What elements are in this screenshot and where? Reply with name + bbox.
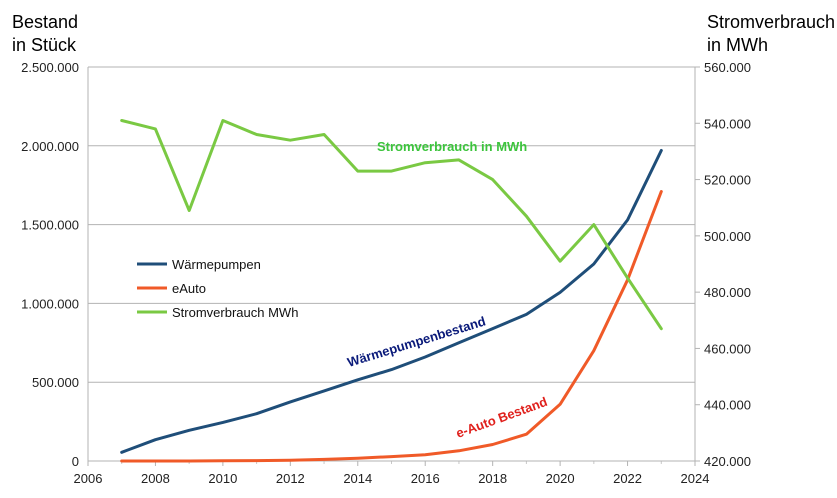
x-tick-label: 2020 (546, 471, 575, 486)
legend-label: Wärmepumpen (172, 257, 261, 272)
annotations: Stromverbrauch in MWh Wärmepumpenbestand… (345, 139, 549, 441)
legend-label: Stromverbrauch MWh (172, 305, 298, 320)
y-right-tick-label: 420.000 (704, 454, 751, 469)
y-right-tick-label: 480.000 (704, 285, 751, 300)
x-tick-label: 2008 (141, 471, 170, 486)
y-left-tick-label: 1.000.000 (21, 296, 79, 311)
series-line-2 (120, 119, 663, 331)
y-left-tick-label: 0 (72, 454, 79, 469)
x-tick-label: 2024 (681, 471, 710, 486)
x-tick-label: 2006 (74, 471, 103, 486)
y-left-tick-label: 500.000 (32, 375, 79, 390)
y-axis-title-left: Bestand in Stück (12, 12, 79, 55)
y-right-tick-label: 460.000 (704, 341, 751, 356)
y-axis-title-right: Stromverbrauch in MWh (707, 12, 836, 55)
x-tick-label: 2010 (208, 471, 237, 486)
x-tick-label: 2016 (411, 471, 440, 486)
x-tick-label: 2018 (478, 471, 507, 486)
y-right-tick-label: 540.000 (704, 116, 751, 131)
y-right-tick-label: 440.000 (704, 398, 751, 413)
y-left-tick-label: 1.500.000 (21, 218, 79, 233)
series-line-1 (120, 190, 663, 463)
annotation-eauto-bestand: e-Auto Bestand (454, 394, 549, 441)
legend: Wärmepumpen eAuto Stromverbrauch MWh (137, 257, 298, 320)
x-tick-label: 2012 (276, 471, 305, 486)
series-line-0 (120, 149, 663, 454)
x-tick-label: 2014 (343, 471, 372, 486)
y-left-tick-label: 2.500.000 (21, 60, 79, 75)
series-lines (120, 119, 663, 463)
y-right-tick-label: 500.000 (704, 229, 751, 244)
x-tick-label: 2022 (613, 471, 642, 486)
y-right-tick-label: 520.000 (704, 173, 751, 188)
tick-labels: 0 500.000 1.000.000 1.500.000 2.000.000 2.500… (21, 60, 751, 486)
y-left-tick-label: 2.000.000 (21, 139, 79, 154)
legend-label: eAuto (172, 281, 206, 296)
y-right-tick-label: 560.000 (704, 60, 751, 75)
annotation-stromverbrauch: Stromverbrauch in MWh (377, 139, 527, 154)
